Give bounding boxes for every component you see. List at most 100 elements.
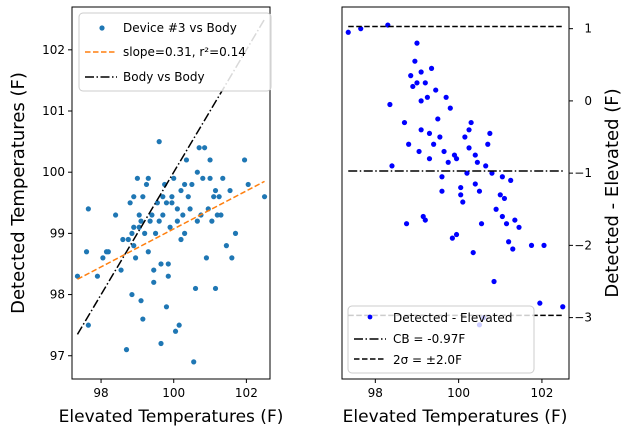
left-point-77 — [209, 218, 215, 224]
right-point-20 — [424, 94, 430, 100]
left-point-52 — [172, 328, 179, 334]
left-point-18 — [131, 194, 137, 200]
legend-label-2sigma: 2σ = ±2.0F — [393, 353, 462, 367]
right-y-tick-label: −3 — [574, 311, 592, 325]
right-point-65 — [506, 239, 512, 245]
left-plot-frame — [71, 6, 271, 380]
left-point-14 — [129, 291, 135, 298]
right-point-67 — [510, 246, 516, 252]
right-point-23 — [428, 65, 435, 71]
left-point-71 — [200, 175, 206, 181]
left-point-49 — [169, 200, 175, 206]
right-point-29 — [439, 188, 445, 194]
left-point-36 — [154, 200, 160, 206]
left-point-68 — [194, 169, 200, 175]
left-point-2 — [85, 322, 91, 328]
left-point-45 — [163, 200, 170, 206]
left-point-17 — [131, 224, 137, 230]
legend-label-cb: CB = -0.97F — [393, 332, 465, 346]
right-point-19 — [422, 217, 428, 223]
right-point-52 — [478, 221, 485, 227]
right-point-21 — [426, 130, 433, 137]
right-point-22 — [426, 156, 433, 162]
left-point-67 — [194, 218, 200, 224]
right-point-68 — [512, 217, 518, 223]
right-point-64 — [503, 221, 510, 227]
left-point-19 — [132, 255, 139, 261]
left-point-28 — [143, 181, 150, 188]
left-point-29 — [145, 249, 151, 255]
left-point-22 — [136, 212, 142, 218]
right-point-0 — [345, 29, 351, 35]
right-point-4 — [389, 163, 395, 169]
left-point-82 — [216, 194, 222, 200]
right-x-axis-label: Elevated Temperatures (F) — [343, 407, 568, 427]
right-point-58 — [491, 278, 497, 285]
left-point-13 — [127, 200, 133, 206]
right-point-28 — [439, 174, 445, 180]
left-point-48 — [167, 224, 173, 230]
right-point-61 — [499, 174, 505, 180]
left-point-38 — [156, 139, 162, 145]
right-point-49 — [474, 159, 480, 165]
right-point-57 — [489, 170, 495, 176]
left-point-37 — [156, 218, 162, 224]
left-y-tick-label: 97 — [50, 349, 65, 363]
right-point-70 — [528, 242, 535, 248]
left-point-40 — [158, 261, 164, 267]
left-point-91 — [261, 194, 268, 200]
right-point-14 — [418, 127, 424, 133]
left-point-32 — [149, 212, 155, 218]
legend-marker-residuals — [367, 314, 373, 320]
left-point-24 — [138, 218, 144, 224]
left-point-8 — [113, 212, 119, 218]
right-x-tick-label: 102 — [530, 386, 553, 400]
left-point-65 — [191, 359, 197, 365]
left-point-44 — [163, 304, 170, 310]
left-point-41 — [160, 212, 166, 218]
right-point-24 — [431, 141, 437, 147]
right-point-26 — [435, 116, 441, 122]
left-point-47 — [165, 261, 171, 267]
right-y-tick-label: 1 — [584, 22, 592, 36]
right-point-40 — [460, 199, 466, 205]
right-x-tick-label: 98 — [368, 386, 383, 400]
left-y-axis-label: Detected Temperatures (F) — [8, 72, 29, 314]
right-point-30 — [441, 148, 447, 155]
right-point-60 — [497, 192, 503, 198]
right-point-50 — [476, 188, 483, 194]
legend-label-residuals: Detected - Elevated — [393, 311, 512, 325]
left-point-0 — [74, 273, 81, 279]
right-y-axis-label: Detected - Elevated (F) — [602, 88, 623, 297]
left-x-tick-label: 98 — [93, 386, 108, 400]
left-point-61 — [183, 157, 190, 163]
legend-label-fit: slope=0.31, r²=0.14 — [123, 45, 246, 59]
left-point-11 — [123, 347, 130, 353]
left-plot: 98 100 102 97 98 99 100 101 102 Device #3 vs Bod… — [8, 6, 283, 427]
left-point-46 — [165, 273, 171, 279]
right-point-11 — [414, 80, 420, 86]
right-point-5 — [401, 119, 408, 126]
right-point-72 — [541, 242, 547, 248]
left-point-12 — [125, 236, 131, 243]
left-x-tick-label: 102 — [235, 386, 258, 400]
right-y-tick-label: −1 — [574, 166, 592, 180]
right-point-16 — [418, 69, 424, 75]
right-point-27 — [437, 134, 443, 140]
right-x-tick-label: 100 — [447, 386, 470, 400]
right-point-37 — [453, 231, 460, 238]
right-point-31 — [443, 94, 449, 100]
left-point-34 — [151, 267, 157, 273]
left-point-80 — [212, 187, 219, 194]
left-point-81 — [214, 212, 220, 218]
left-line-1 — [77, 180, 265, 280]
left-point-64 — [189, 181, 195, 188]
left-point-85 — [223, 243, 229, 249]
right-point-43 — [466, 145, 472, 151]
left-y-tick-label: 98 — [50, 288, 65, 302]
left-point-20 — [134, 175, 140, 181]
right-point-12 — [414, 40, 420, 46]
left-legend: Device #3 vs Body slope=0.31, r²=0.14 Bo… — [78, 12, 272, 92]
right-point-6 — [403, 221, 410, 227]
left-line-2 — [76, 18, 266, 335]
